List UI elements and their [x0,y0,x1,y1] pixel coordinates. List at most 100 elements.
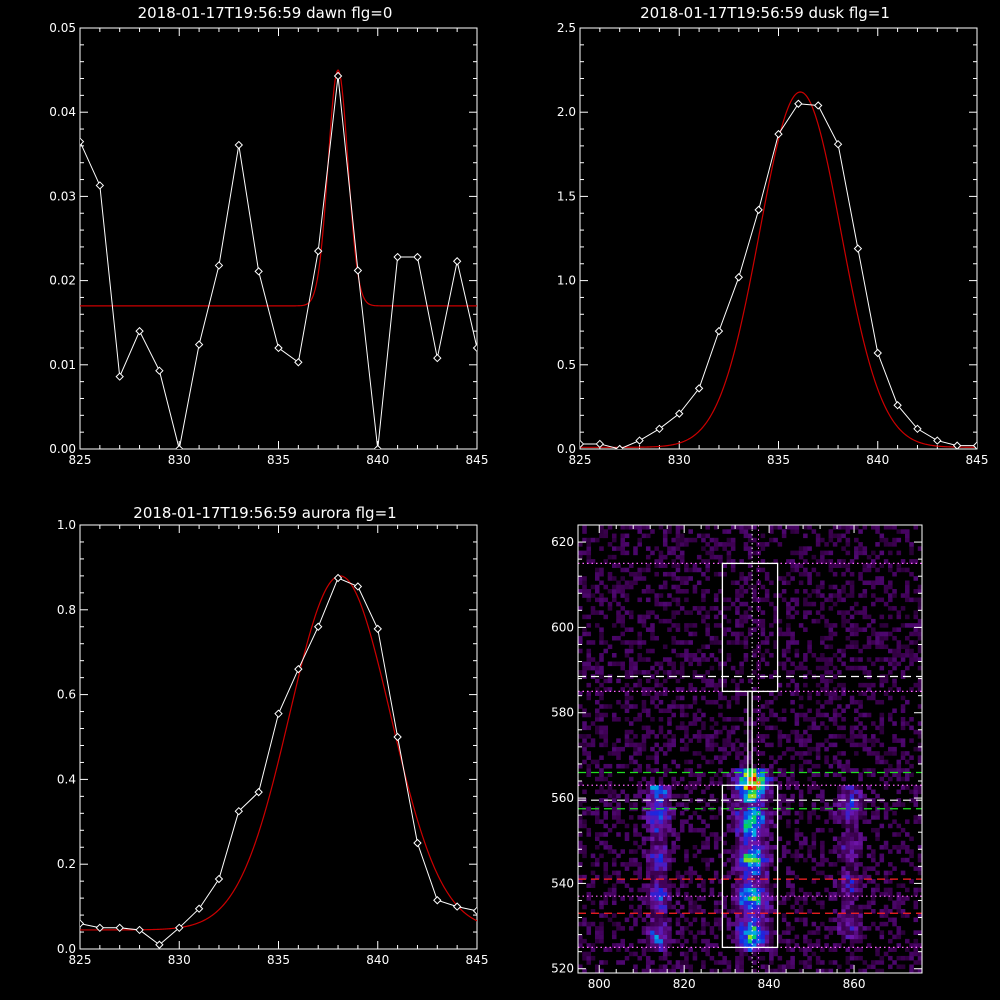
heatmap-cell [828,537,834,543]
heatmap-cell [675,576,681,581]
heatmap-cell [730,542,736,547]
heatmap-cell [917,734,923,739]
heatmap-cell [705,644,710,650]
heatmap-cell [807,947,812,952]
dawn-data-point [95,181,105,190]
heatmap-cell [726,699,732,705]
heatmap-cell [837,883,842,888]
heatmap-cell [883,951,889,957]
heatmap-cell [828,529,834,534]
heatmap-cell [735,768,740,773]
heatmap-cell [803,550,808,556]
heatmap-cell [769,951,774,957]
heatmap-cell [764,909,770,914]
heatmap-cell [777,955,783,961]
heatmap-cell [624,947,630,952]
heatmap-cell [794,665,800,671]
heatmap-cell [798,832,804,837]
heatmap-cell [896,883,902,888]
heatmap-cell [645,691,651,696]
heatmap-cell [718,610,723,615]
heatmap-cell [756,896,761,901]
heatmap-cell [735,717,740,722]
image-ytick-label: 520 [551,962,574,976]
heatmap-cell [790,870,795,876]
heatmap-cell [794,589,800,594]
heatmap-cell [692,712,698,718]
heatmap-cell [909,661,914,667]
heatmap-cell [739,955,744,961]
heatmap-cell [607,571,613,577]
heatmap-cell [705,576,710,581]
heatmap-cell [654,921,659,927]
heatmap-cell [620,542,626,547]
heatmap-cell [637,525,643,530]
heatmap-cell [917,678,923,684]
heatmap-cell [667,951,672,957]
heatmap-cell [739,751,744,756]
heatmap-cell [913,597,919,603]
heatmap-cell [752,896,757,901]
heatmap-cell [679,904,685,910]
heatmap-cell [747,546,753,551]
heatmap-cell [747,785,753,790]
heatmap-cell [879,657,885,662]
heatmap-cell [675,870,681,876]
image-xtick-label: 820 [673,977,696,991]
heatmap-cell [722,832,727,837]
heatmap-cell [837,845,842,850]
heatmap-cell [654,678,659,684]
heatmap-cell [743,862,749,867]
heatmap-cell [662,810,668,816]
heatmap-cell [654,947,659,952]
heatmap-cell [862,712,868,718]
heatmap-cell [862,525,868,530]
heatmap-cell [905,947,910,952]
heatmap-cell [743,849,749,854]
heatmap-cell [705,563,710,568]
heatmap-cell [845,537,851,543]
heatmap-cell [841,883,846,888]
heatmap-cell [794,836,800,842]
heatmap-cell [743,857,749,863]
heatmap-cell [773,695,778,701]
heatmap-cell [739,810,744,816]
heatmap-cell [641,810,647,816]
heatmap-cell [752,879,757,884]
heatmap-cell [769,857,774,863]
heatmap-cell [786,785,791,790]
heatmap-cell [645,964,651,970]
heatmap-cell [662,883,668,888]
heatmap-cell [909,559,914,564]
heatmap-cell [854,862,859,867]
heatmap-cell [692,934,698,940]
heatmap-cell [645,815,651,820]
heatmap-cell [883,537,889,543]
heatmap-cell [854,537,859,543]
heatmap-cell [718,712,723,718]
heatmap-cell [854,934,859,940]
heatmap-cell [671,670,676,675]
heatmap-cell [849,883,855,888]
heatmap-cell [845,542,851,547]
heatmap-cell [645,670,651,675]
heatmap-cell [764,776,770,782]
heatmap-cell [849,879,855,884]
heatmap-cell [658,793,664,799]
heatmap-cell [743,951,749,957]
heatmap-cell [832,810,838,816]
heatmap-cell [841,913,846,918]
heatmap-cell [883,887,889,893]
heatmap-cell [883,781,889,786]
heatmap-cell [781,533,787,539]
heatmap-cell [769,862,774,867]
heatmap-cell [590,593,596,598]
heatmap-cell [611,712,617,718]
heatmap-cell [790,567,795,573]
heatmap-cell [611,623,617,628]
heatmap-cell [909,597,914,603]
heatmap-cell [875,832,880,837]
heatmap-cell [739,593,744,598]
heatmap-cell [743,618,749,624]
heatmap-cell [871,640,876,645]
